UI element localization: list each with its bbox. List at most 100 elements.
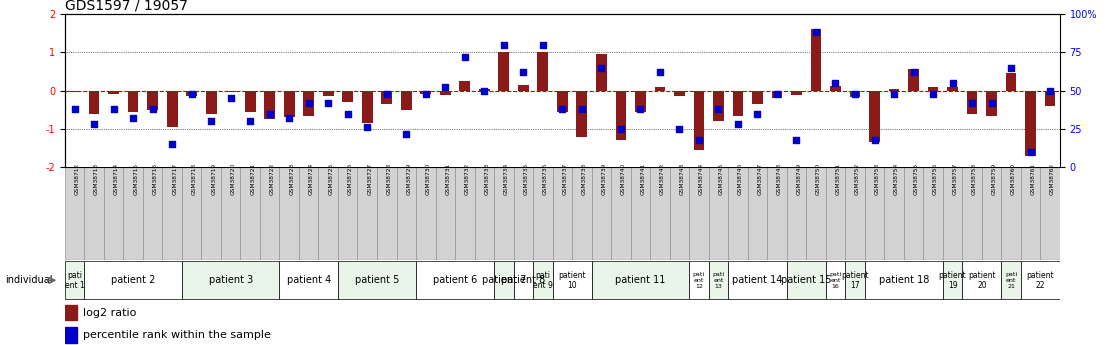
Point [885,91,903,96]
FancyBboxPatch shape [552,167,572,260]
Text: patient 2: patient 2 [111,275,155,285]
FancyBboxPatch shape [884,167,903,260]
Point [807,29,825,35]
FancyBboxPatch shape [728,167,748,260]
Bar [226,90,236,92]
Point [221,96,239,101]
Text: GSM38734: GSM38734 [504,162,509,195]
FancyBboxPatch shape [65,167,84,260]
Bar [499,52,509,90]
FancyBboxPatch shape [474,167,494,260]
Bar [850,90,861,98]
Text: GSM38727: GSM38727 [367,162,372,195]
FancyBboxPatch shape [84,261,182,299]
FancyBboxPatch shape [963,167,982,260]
Point [593,65,610,70]
Text: GSM38717: GSM38717 [172,162,177,195]
FancyBboxPatch shape [162,167,182,260]
Bar [577,90,587,137]
FancyBboxPatch shape [377,167,397,260]
FancyBboxPatch shape [651,167,670,260]
Point [768,91,786,96]
Point [671,126,689,132]
Bar [187,90,197,96]
FancyBboxPatch shape [942,167,963,260]
Bar [401,90,411,110]
Bar [654,88,665,90]
Point [105,106,123,112]
Text: GSM38731: GSM38731 [445,162,451,195]
Text: GSM38750: GSM38750 [816,162,821,195]
Bar [1006,73,1016,90]
Text: GSM38715: GSM38715 [133,162,139,195]
Text: patient 7: patient 7 [482,275,525,285]
FancyBboxPatch shape [767,167,787,260]
Point [281,116,299,121]
FancyBboxPatch shape [182,261,280,299]
Point [612,126,629,132]
Point [475,88,493,93]
Text: GSM38726: GSM38726 [348,162,353,195]
Bar [889,89,899,90]
Text: GSM38714: GSM38714 [114,162,119,195]
FancyBboxPatch shape [787,261,826,299]
Point [144,106,162,112]
Text: patient
10: patient 10 [558,270,586,290]
FancyBboxPatch shape [494,167,513,260]
Bar [967,90,977,114]
Text: GSM38745: GSM38745 [719,162,723,195]
Text: GSM38721: GSM38721 [250,162,255,195]
Text: pati
ent 1: pati ent 1 [65,270,85,290]
Text: pati
ent 9: pati ent 9 [533,270,552,290]
Text: GSM38747: GSM38747 [758,162,762,195]
Text: GSM38753: GSM38753 [874,162,880,195]
FancyBboxPatch shape [338,167,358,260]
Text: patient
20: patient 20 [968,270,996,290]
Point [202,118,220,124]
Point [904,69,922,75]
FancyBboxPatch shape [982,167,1002,260]
Text: GSM38746: GSM38746 [738,162,743,195]
Point [358,125,376,130]
FancyBboxPatch shape [612,167,631,260]
Text: GSM38756: GSM38756 [934,162,938,195]
Bar [908,69,919,90]
FancyBboxPatch shape [591,261,689,299]
Bar [69,90,80,92]
Point [963,100,980,106]
Bar [284,90,294,117]
Point [495,42,513,47]
Point [651,69,669,75]
FancyBboxPatch shape [591,167,612,260]
Text: GSM38718: GSM38718 [191,162,197,195]
Text: GSM38755: GSM38755 [913,162,919,195]
Text: GSM38759: GSM38759 [992,162,996,195]
Point [85,121,103,127]
Point [925,91,942,96]
Point [339,111,357,116]
FancyBboxPatch shape [572,167,591,260]
Text: GSM38740: GSM38740 [620,162,626,195]
Text: GSM38719: GSM38719 [211,162,216,195]
FancyBboxPatch shape [709,261,728,299]
Text: GSM38754: GSM38754 [894,162,899,195]
Point [787,137,805,142]
Text: GSM38744: GSM38744 [699,162,704,195]
Bar [420,90,432,93]
FancyBboxPatch shape [1021,167,1041,260]
Point [163,141,181,147]
Text: GSM38748: GSM38748 [777,162,781,195]
Text: patient 15: patient 15 [781,275,832,285]
Bar [65,305,77,320]
FancyBboxPatch shape [143,167,162,260]
Text: GSM38713: GSM38713 [94,162,100,195]
Point [260,111,278,116]
Bar [127,90,139,112]
Bar [811,29,822,90]
Bar [1025,90,1036,156]
Point [553,106,571,112]
Text: GSM38742: GSM38742 [660,162,665,195]
FancyBboxPatch shape [670,167,689,260]
Text: GSM38743: GSM38743 [680,162,684,195]
FancyBboxPatch shape [319,167,338,260]
